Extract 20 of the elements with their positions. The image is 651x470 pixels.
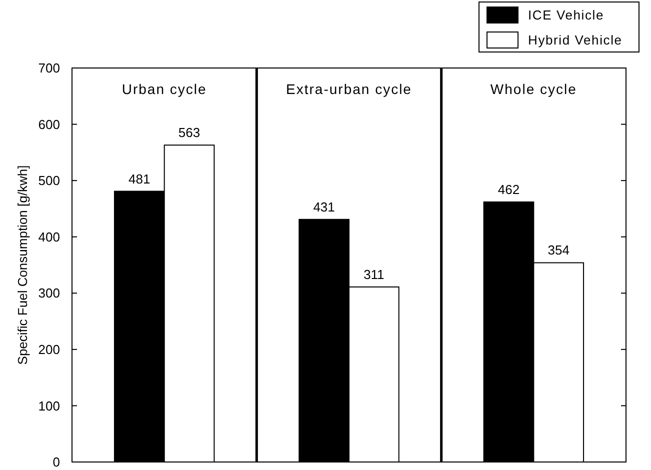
x-tick-label: Whole cycle xyxy=(490,81,577,97)
data-label: 354 xyxy=(548,242,570,258)
x-tick-label: Urban cycle xyxy=(122,81,207,97)
y-tick-label: 200 xyxy=(38,342,60,357)
y-tick-label: 700 xyxy=(38,60,60,76)
y-tick-label: 300 xyxy=(38,286,60,301)
y-tick-label: 600 xyxy=(38,116,60,132)
data-label: 311 xyxy=(364,266,384,282)
y-axis-title: Specific Fuel Consumption [g/kwh] xyxy=(15,165,30,365)
data-label: 481 xyxy=(128,171,150,186)
legend-label: ICE Vehicle xyxy=(528,8,604,23)
y-tick-label: 400 xyxy=(38,229,60,244)
data-label: 431 xyxy=(313,199,335,214)
y-tick-label: 500 xyxy=(38,173,60,188)
legend-label: Hybrid Vehicle xyxy=(528,32,622,48)
data-label: 462 xyxy=(498,182,520,197)
x-tick-label: Extra-urban cycle xyxy=(286,81,412,97)
y-tick-label: 0 xyxy=(52,454,60,470)
y-tick-label: 100 xyxy=(38,398,60,414)
data-label: 563 xyxy=(178,125,200,140)
